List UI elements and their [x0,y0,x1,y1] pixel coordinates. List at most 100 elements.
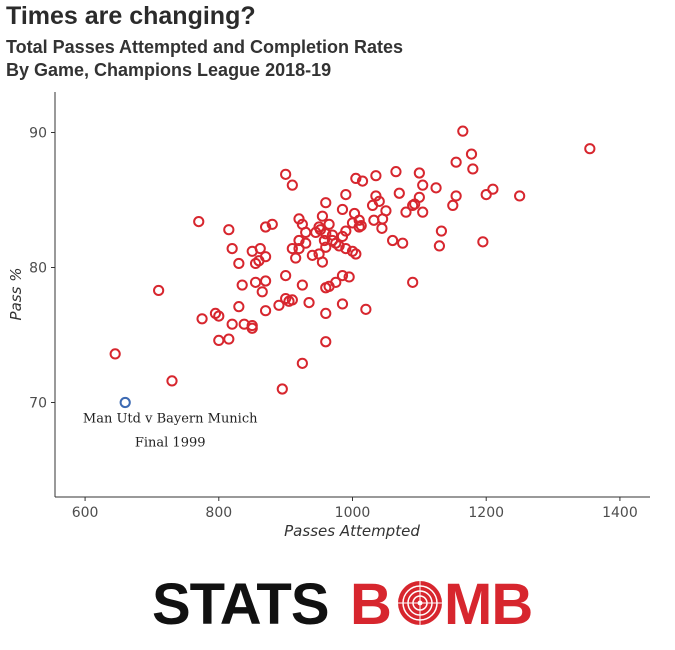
data-point [514,190,526,202]
data-point [246,245,258,257]
y-tick-label: 80 [29,261,47,277]
y-axis-ticks: 70 80 90 [29,126,55,412]
data-point [259,221,272,233]
data-point [393,187,405,199]
data-point [259,305,272,317]
data-point [336,270,349,282]
data-point [480,189,492,201]
scatter-chart: 600 800 1000 1200 1400 70 80 90 Man Utd v Baye… [7,92,650,540]
data-point [233,257,245,270]
data-point [300,226,312,238]
data-point [340,189,352,201]
data-point [266,218,278,230]
x-tick-label: 1400 [602,505,638,521]
data-point [366,199,379,211]
data-point [290,252,302,264]
data-point [397,237,409,249]
data-point [196,313,208,325]
data-point [259,251,272,263]
data-point [316,256,329,268]
x-tick-label: 1000 [335,505,371,521]
annotation-layer: Man Utd v Bayern Munich Final 1999 [83,412,258,451]
data-point [286,243,298,255]
data-point [320,197,332,209]
y-tick-label: 90 [29,126,47,142]
logo-text-stats: STATS [152,572,329,628]
data-point [376,213,389,225]
chart-subtitle-line1: Total Passes Attempted and Completion Ra… [6,37,404,57]
data-point [433,240,446,252]
data-point [368,214,380,226]
data-point [283,295,295,307]
data-point [450,190,462,202]
data-point [376,222,388,234]
data-point [316,210,329,222]
data-point [280,168,292,180]
data-point [259,275,272,287]
annotation-label-line1: Man Utd v Bayern Munich [83,412,258,427]
data-point [417,206,429,218]
data-point [300,237,312,249]
data-point [166,375,178,387]
data-point [353,214,365,226]
data-point [330,276,342,288]
target-icon [398,581,442,625]
data-point [273,299,285,311]
y-axis-title: Pass % [7,268,25,321]
data-point [296,357,308,369]
data-point [413,167,425,179]
data-point [226,318,238,330]
data-point [249,257,262,270]
data-point [467,163,479,175]
logo-text-b: B [350,572,391,628]
data-point [356,175,369,187]
data-point [477,236,489,248]
data-point [447,199,459,211]
data-point [360,303,372,315]
data-point [320,241,332,253]
data-point [306,249,318,261]
highlight-data-point [119,396,131,409]
data-point [336,203,349,216]
data-point [303,297,315,309]
data-point [435,225,448,237]
data-points [109,125,596,409]
data-point [355,220,367,232]
data-point [256,286,268,298]
data-point [320,307,332,319]
x-tick-label: 800 [205,505,232,521]
data-point [249,276,262,288]
data-point [390,166,402,178]
data-point [487,183,499,195]
data-point [407,276,419,288]
chart-title: Times are changing? [6,2,256,30]
x-tick-label: 1200 [468,505,504,521]
y-tick-label: 70 [29,396,47,412]
data-point [276,383,288,395]
statsbomb-logo: STATS B MB [152,572,532,628]
data-point [286,179,298,191]
data-point [417,179,429,191]
data-point [223,224,235,236]
data-point [340,243,352,255]
data-point [430,182,442,194]
data-point [450,156,462,168]
x-axis-title: Passes Attempted [284,522,420,540]
data-point [336,298,349,310]
data-point [193,216,205,228]
data-point [465,148,478,160]
data-point [226,243,238,255]
data-point [584,143,596,155]
logo-text-mb: MB [444,572,532,628]
data-point [293,234,305,247]
annotation-label-line2: Final 1999 [135,436,206,451]
data-point [370,190,382,202]
data-point [209,307,222,319]
data-point [333,240,345,252]
data-point [213,334,225,346]
data-point [296,279,308,291]
data-point [370,170,382,182]
data-point [387,234,399,247]
data-point [323,218,335,230]
data-point [153,284,165,297]
